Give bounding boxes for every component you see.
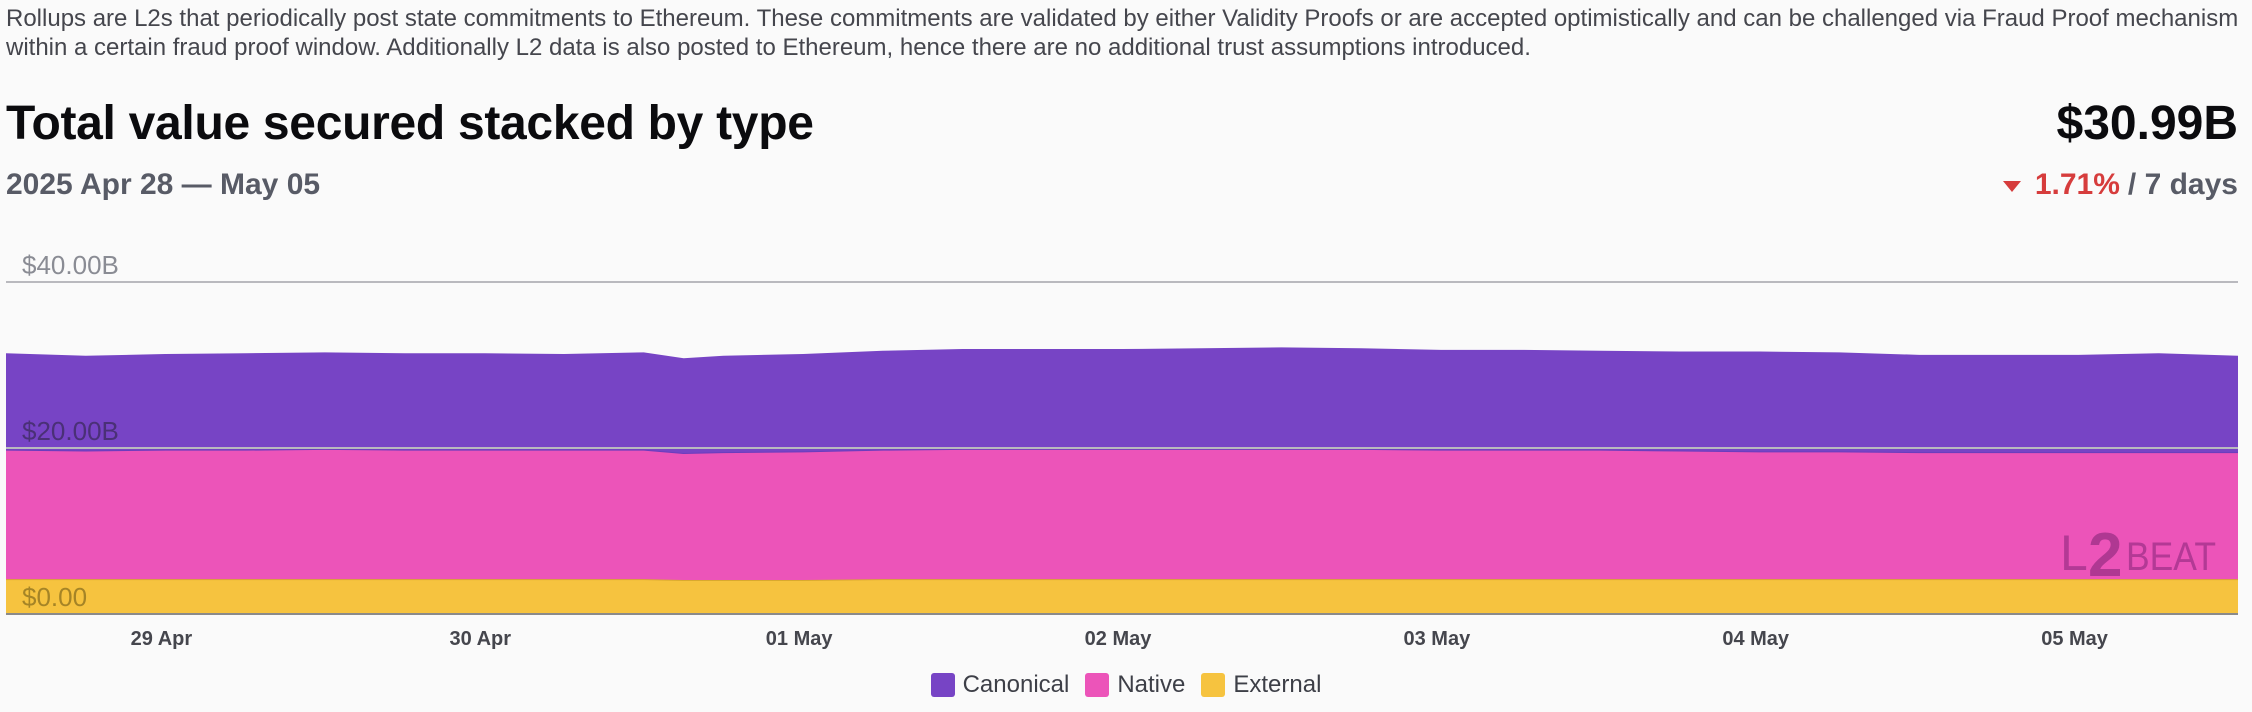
legend-label: External bbox=[1233, 671, 1322, 698]
chart-areas bbox=[5, 347, 2239, 614]
date-range: 2025 Apr 28 — May 05 bbox=[6, 168, 321, 201]
legend-item-external[interactable]: External bbox=[1201, 671, 1321, 699]
down-arrow-icon bbox=[2002, 181, 2021, 192]
legend-swatch bbox=[930, 673, 955, 697]
rollups-description: Rollups are L2s that periodically post s… bbox=[6, 5, 2239, 61]
svg-text:2: 2 bbox=[2088, 521, 2122, 580]
y-axis-labels: $40.00B $20.00B $0.00 bbox=[22, 250, 119, 612]
x-tick-label: 29 Apr bbox=[131, 628, 193, 650]
svg-text:BEAT: BEAT bbox=[2126, 535, 2216, 579]
area-native[interactable] bbox=[6, 448, 2238, 580]
x-tick-label: 02 May bbox=[1085, 628, 1153, 650]
x-tick-label: 30 Apr bbox=[450, 628, 512, 650]
chart-gridlines bbox=[6, 281, 2238, 615]
total-value: $30.99B bbox=[2056, 97, 2238, 150]
line-external bbox=[6, 578, 2238, 581]
x-tick-label: 04 May bbox=[1722, 628, 1790, 650]
l2beat-logo: L 2 BEAT bbox=[2060, 521, 2216, 580]
legend-swatch bbox=[1085, 673, 1110, 697]
y-tick-label: $40.00B bbox=[22, 250, 119, 280]
svg-text:L: L bbox=[2060, 525, 2088, 580]
legend-item-native[interactable]: Native bbox=[1085, 671, 1185, 699]
legend-label: Canonical bbox=[962, 671, 1070, 698]
chart-legend: Canonical Native External bbox=[0, 671, 2252, 699]
legend-label: Native bbox=[1117, 671, 1186, 698]
x-tick-label: 01 May bbox=[766, 628, 834, 650]
area-external[interactable] bbox=[6, 579, 2238, 614]
x-axis-labels: 29 Apr 30 Apr 01 May 02 May 03 May 04 May 05 M… bbox=[131, 628, 2109, 650]
change-indicator: 1.71% / 7 days bbox=[2002, 168, 2238, 202]
line-canonical bbox=[5, 347, 2239, 361]
x-tick-label: 03 May bbox=[1403, 628, 1471, 650]
legend-swatch bbox=[1201, 673, 1226, 697]
area-canonical[interactable] bbox=[6, 348, 2238, 453]
change-period: / 7 days bbox=[2127, 168, 2238, 201]
x-tick-label: 05 May bbox=[2041, 628, 2109, 650]
y-tick-label: $0.00 bbox=[22, 582, 87, 612]
chart-title: Total value secured stacked by type bbox=[6, 97, 814, 150]
legend-item-canonical[interactable]: Canonical bbox=[930, 671, 1070, 699]
y-tick-label: $20.00B bbox=[22, 416, 119, 446]
change-percent: 1.71% bbox=[2034, 168, 2120, 201]
